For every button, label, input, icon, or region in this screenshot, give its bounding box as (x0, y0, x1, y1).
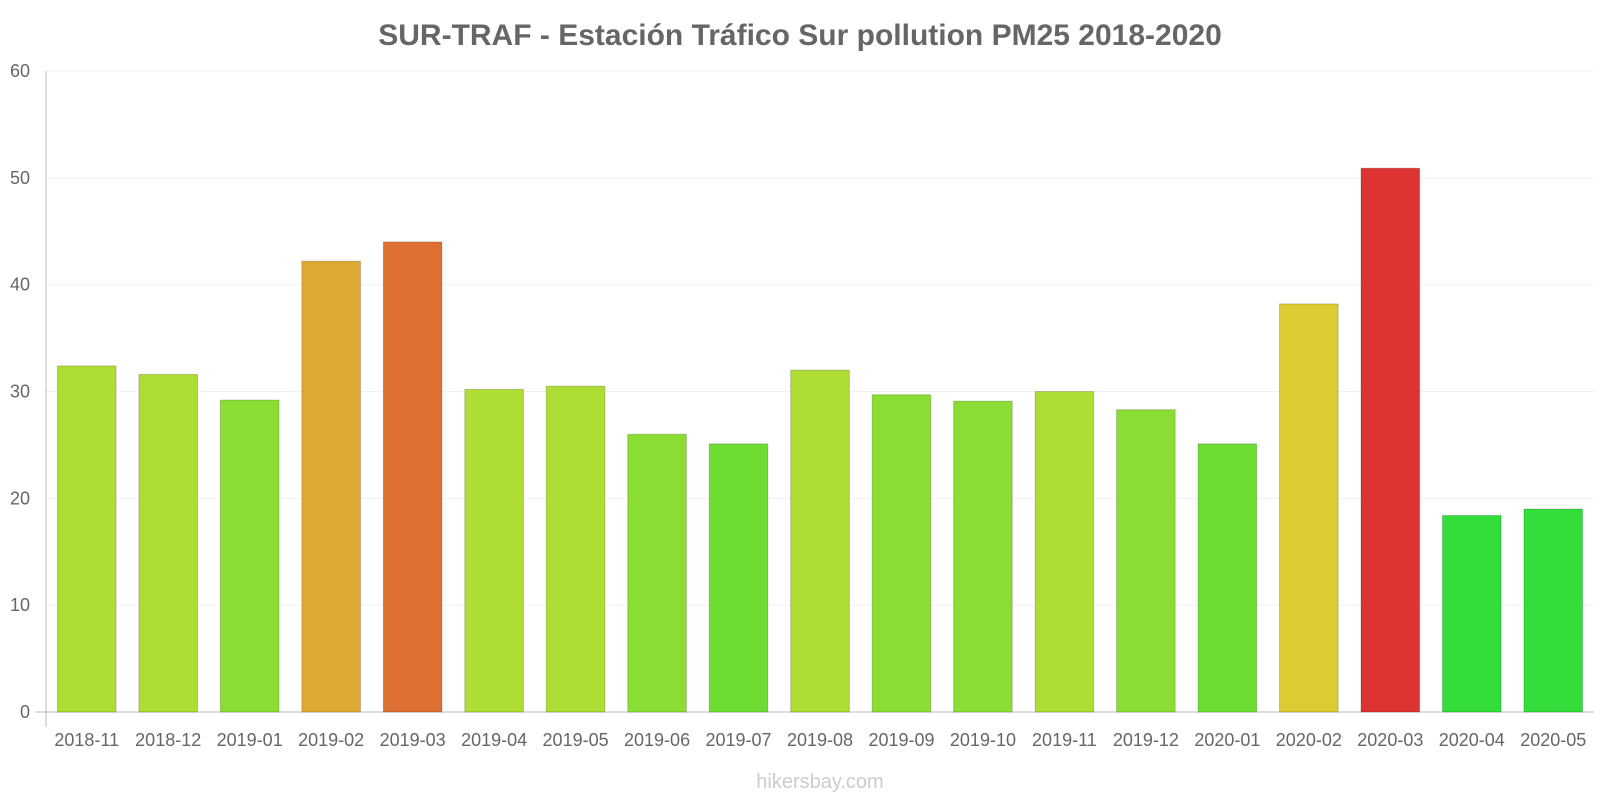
bar-2019-04 (464, 388, 524, 713)
bar-2018-11 (56, 365, 117, 713)
bar-2020-01 (1197, 443, 1258, 713)
watermark: hikersbay.com (756, 771, 883, 793)
x-axis-ticks: 2018-11 2018-12 2019-01 2019-02 2019-03 2019-… (54, 730, 1586, 750)
x-tick-label: 2020-01 (1194, 730, 1260, 750)
x-tick-label: 2020-04 (1439, 730, 1505, 750)
x-tick-label: 2019-04 (461, 730, 527, 750)
x-tick-label: 2019-05 (543, 730, 609, 750)
x-tick-label: 2019-01 (217, 730, 283, 750)
x-tick-label: 2020-02 (1276, 730, 1342, 750)
x-tick-label: 2019-06 (624, 730, 690, 750)
y-axis-ticks: 0 10 20 30 40 50 60 (10, 61, 30, 722)
bar-2018-12 (138, 373, 199, 713)
chart-title: SUR-TRAF - Estación Tráfico Sur pollutio… (378, 19, 1222, 52)
bar-2019-10 (953, 400, 1013, 713)
bar-2020-05 (1523, 508, 1584, 713)
y-tick-label: 10 (10, 595, 30, 615)
x-tick-label: 2019-08 (787, 730, 853, 750)
bar-2019-01 (219, 399, 280, 713)
bar-2019-05 (545, 385, 606, 713)
x-tick-label: 2020-03 (1357, 730, 1423, 750)
bar-2020-04 (1441, 514, 1502, 713)
bar-2019-06 (627, 433, 687, 713)
x-tick-label: 2019-12 (1113, 730, 1179, 750)
y-tick-label: 60 (10, 61, 30, 81)
bar-2019-07 (708, 443, 769, 713)
x-tick-label: 2018-11 (54, 730, 119, 750)
bar-2020-03 (1360, 167, 1421, 713)
x-tick-label: 2019-10 (950, 730, 1016, 750)
y-tick-label: 20 (10, 488, 30, 508)
y-tick-label: 50 (10, 168, 30, 188)
bar-2019-11 (1034, 391, 1095, 713)
x-tick-label: 2019-11 (1032, 730, 1097, 750)
x-tick-label: 2019-09 (868, 730, 934, 750)
bar-2019-12 (1116, 409, 1176, 713)
bar-2019-03 (382, 241, 443, 713)
x-tick-label: 2019-07 (705, 730, 771, 750)
x-tick-label: 2019-03 (380, 730, 446, 750)
y-tick-label: 0 (20, 702, 30, 722)
y-tick-label: 30 (10, 382, 30, 402)
bars (56, 167, 1584, 713)
bar-2020-02 (1279, 303, 1339, 713)
x-tick-label: 2019-02 (298, 730, 364, 750)
y-tick-label: 40 (10, 275, 30, 295)
bar-2019-08 (790, 369, 850, 713)
bar-2019-02 (301, 260, 361, 713)
bar-2019-09 (871, 394, 932, 713)
x-tick-label: 2018-12 (135, 730, 201, 750)
x-tick-label: 2020-05 (1520, 730, 1586, 750)
